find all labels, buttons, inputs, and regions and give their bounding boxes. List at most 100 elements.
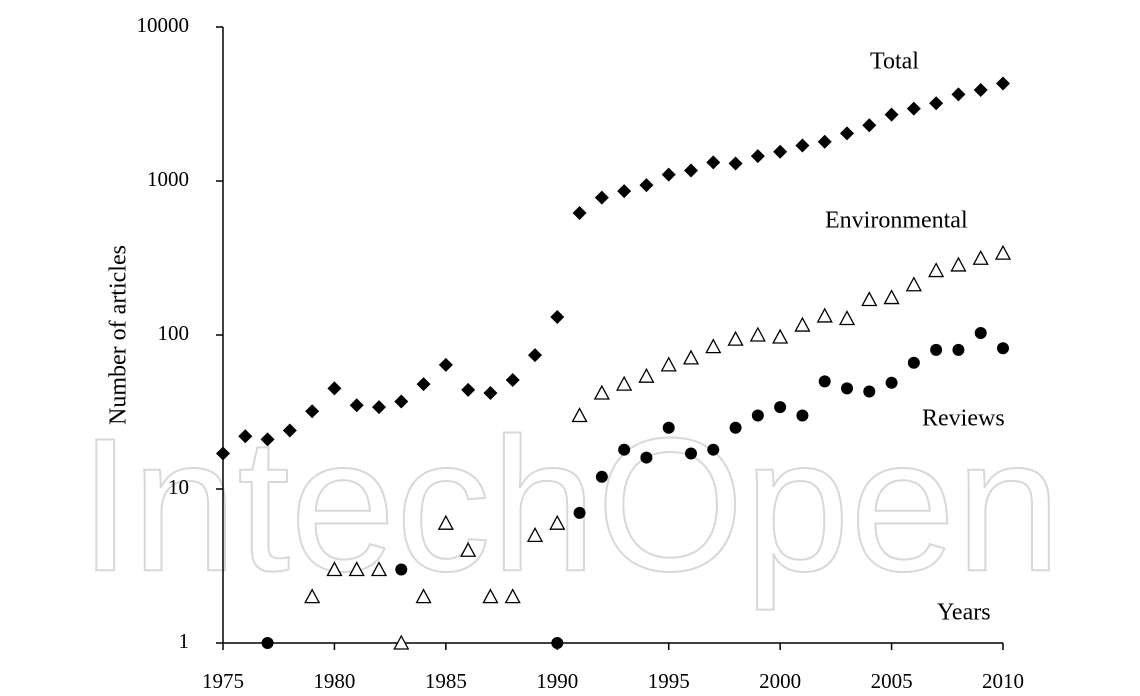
x-tick-label: 2010 <box>982 669 1024 693</box>
circle-marker <box>595 470 608 483</box>
triangle-marker <box>660 356 677 372</box>
triangle-marker <box>861 291 878 307</box>
diamond-marker <box>706 155 721 170</box>
diamond-marker <box>973 82 988 97</box>
circle-marker <box>774 401 787 414</box>
triangle-marker <box>504 588 521 604</box>
series-label: Reviews <box>922 406 1005 432</box>
diamond-marker <box>394 394 409 409</box>
circle-marker <box>952 343 965 356</box>
triangle-marker <box>772 328 789 344</box>
circle-marker <box>573 506 586 519</box>
triangle-marker <box>415 588 432 604</box>
diamond-marker <box>372 400 386 415</box>
triangle-marker <box>816 307 833 323</box>
triangle-marker <box>838 310 856 326</box>
diamond-marker <box>951 87 966 102</box>
triangle-marker <box>437 514 454 530</box>
diamond-marker <box>906 101 921 116</box>
triangle-marker <box>928 262 945 278</box>
diamond-marker <box>572 205 587 220</box>
triangle-marker <box>905 276 922 292</box>
diamond-marker <box>216 446 230 461</box>
triangle-marker <box>482 588 499 604</box>
triangle-marker <box>593 384 610 400</box>
x-axis-label: Years <box>937 600 991 626</box>
diamond-marker <box>438 357 453 372</box>
triangle-marker <box>794 316 811 332</box>
y-tick-label: 100 <box>158 321 190 345</box>
y-tick-label: 10 <box>168 475 189 499</box>
diamond-marker <box>461 382 476 397</box>
triangle-marker <box>972 249 989 265</box>
diamond-marker <box>617 184 632 199</box>
x-tick-label: 2005 <box>871 669 913 693</box>
x-tick-label: 1990 <box>536 669 578 693</box>
triangle-marker <box>348 561 365 577</box>
circle-marker <box>261 637 274 649</box>
triangle-marker <box>304 588 321 604</box>
circle-marker <box>907 356 920 369</box>
circle-marker <box>395 563 408 576</box>
y-axis-label: Number of articles <box>106 245 132 425</box>
diamond-marker <box>773 144 788 159</box>
circle-marker <box>685 447 697 460</box>
watermark: IntechOpen <box>79 399 1061 611</box>
diamond-marker <box>238 429 253 444</box>
circle-marker <box>618 443 631 456</box>
circle-marker <box>551 637 564 649</box>
x-tick-label: 1975 <box>202 669 244 693</box>
circle-marker <box>974 327 987 340</box>
y-tick-label: 10000 <box>137 13 190 37</box>
circle-marker <box>751 409 764 422</box>
diamond-marker <box>416 377 431 392</box>
diamond-marker <box>862 118 877 133</box>
circle-marker <box>640 451 653 464</box>
triangle-marker <box>705 338 722 354</box>
circle-marker <box>662 421 675 434</box>
circle-marker <box>818 375 831 388</box>
series-label: Environmental <box>825 208 968 234</box>
diamond-marker <box>305 404 320 419</box>
y-tick-label: 1 <box>179 629 190 653</box>
diamond-marker <box>817 134 832 149</box>
triangle-marker <box>549 514 566 530</box>
triangle-marker <box>682 349 700 365</box>
y-tick-label: 1000 <box>147 167 189 191</box>
circle-marker <box>863 385 876 398</box>
triangle-marker <box>370 561 388 577</box>
triangle-marker <box>393 634 410 650</box>
diamond-marker <box>639 178 654 193</box>
triangle-marker <box>727 330 744 346</box>
triangle-marker <box>526 526 544 543</box>
circle-marker <box>885 376 898 389</box>
triangle-marker <box>571 407 588 423</box>
diamond-marker <box>528 348 542 363</box>
diamond-marker <box>684 163 698 178</box>
diamond-marker <box>840 126 854 141</box>
triangle-marker <box>638 367 655 383</box>
circle-marker <box>930 343 943 356</box>
circle-marker <box>997 342 1009 355</box>
diamond-marker <box>282 423 297 438</box>
diamond-marker <box>795 138 810 153</box>
triangle-marker <box>994 244 1012 260</box>
diamond-marker <box>550 309 565 324</box>
diamond-marker <box>750 149 765 164</box>
triangle-marker <box>460 541 477 557</box>
triangle-marker <box>883 289 900 305</box>
triangle-marker <box>326 561 343 577</box>
triangle-marker <box>950 256 967 272</box>
diamond-marker <box>483 386 498 401</box>
diamond-marker <box>996 76 1010 91</box>
x-tick-label: 1985 <box>425 669 467 693</box>
series-label: Total <box>870 49 919 75</box>
diamond-marker <box>884 107 899 122</box>
x-tick-label: 2000 <box>759 669 801 693</box>
circle-marker <box>796 409 809 422</box>
diamond-marker <box>661 167 676 182</box>
diamond-marker <box>594 190 609 205</box>
diamond-marker <box>349 398 364 413</box>
circle-marker <box>729 421 742 434</box>
